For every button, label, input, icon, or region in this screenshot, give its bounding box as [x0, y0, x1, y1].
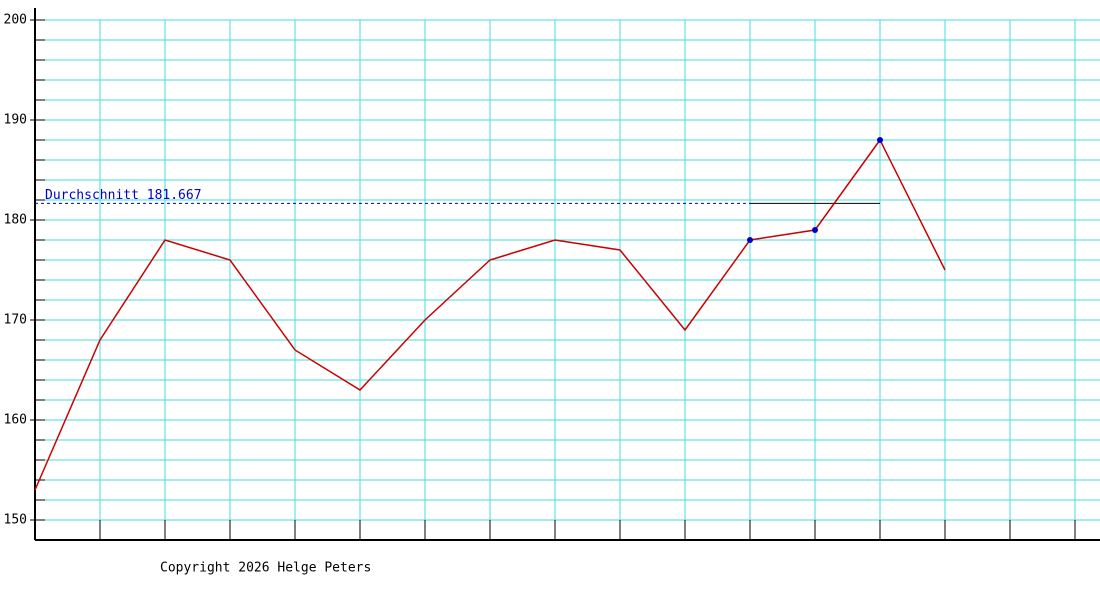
point-marker: [812, 227, 818, 233]
footer: Copyright 2026 Helge Peters: [160, 561, 371, 576]
y-tick-label: 180: [4, 213, 27, 228]
y-tick-label: 200: [4, 13, 27, 28]
line: [34, 138, 946, 491]
y-tick-label: 170: [4, 313, 27, 328]
y-tick-label: 160: [4, 413, 27, 428]
y-tick-label: 150: [4, 513, 27, 528]
y-tick-label: 190: [4, 113, 27, 128]
point-marker: [877, 137, 883, 143]
point-marker: [747, 237, 753, 243]
average-label: Durchschnitt 181.667: [45, 188, 202, 203]
